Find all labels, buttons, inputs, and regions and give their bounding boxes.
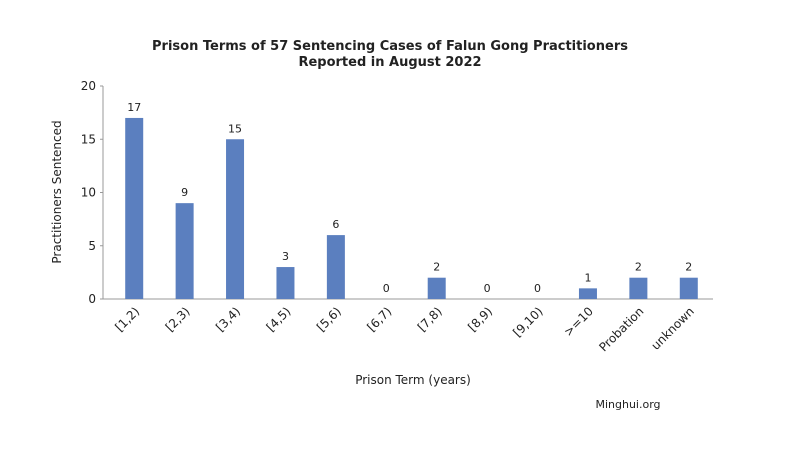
x-tick-label: Probation (596, 304, 646, 354)
x-tick-label: [6,7) (364, 304, 394, 334)
bar (629, 277, 648, 299)
data-label: 0 (534, 282, 541, 295)
data-label: 3 (282, 250, 289, 263)
data-label: 2 (635, 261, 642, 274)
bar (326, 235, 345, 299)
x-tick-label: [9,10) (510, 304, 545, 339)
data-label: 1 (584, 271, 591, 284)
y-tick-label: 0 (88, 292, 96, 306)
y-axis-label: Practitioners Sentenced (50, 120, 64, 263)
data-label: 0 (383, 282, 390, 295)
y-tick-label: 10 (81, 186, 96, 200)
x-tick-label: [7,8) (415, 304, 445, 334)
y-tick-label: 20 (81, 79, 96, 93)
data-label: 17 (127, 101, 141, 114)
x-tick-label: >=10 (561, 304, 596, 339)
source-label: Minghui.org (595, 398, 660, 411)
x-tick-label: [8,9) (465, 304, 495, 334)
bar (427, 277, 446, 299)
bar (679, 277, 698, 299)
bar (175, 203, 194, 299)
data-label: 15 (228, 122, 242, 135)
data-label: 2 (433, 261, 440, 274)
x-tick-label: [4,5) (264, 304, 294, 334)
data-label: 0 (484, 282, 491, 295)
bar (578, 288, 597, 299)
x-tick-label: [3,4) (213, 304, 243, 334)
x-tick-label: [1,2) (112, 304, 142, 334)
bar (226, 139, 245, 299)
y-tick-label: 5 (88, 239, 96, 253)
y-tick-label: 15 (81, 132, 96, 146)
data-label: 2 (685, 261, 692, 274)
x-tick-label: [5,6) (314, 304, 344, 334)
x-tick-label: unknown (648, 304, 696, 352)
chart-title-line-1: Prison Terms of 57 Sentencing Cases of F… (152, 39, 628, 54)
data-label: 6 (332, 218, 339, 231)
chart-title-line-2: Reported in August 2022 (298, 55, 481, 70)
bar (125, 117, 144, 299)
bar (276, 267, 295, 299)
data-label: 9 (181, 186, 188, 199)
x-tick-label: [2,3) (163, 304, 193, 334)
x-axis-label: Prison Term (years) (355, 373, 471, 387)
